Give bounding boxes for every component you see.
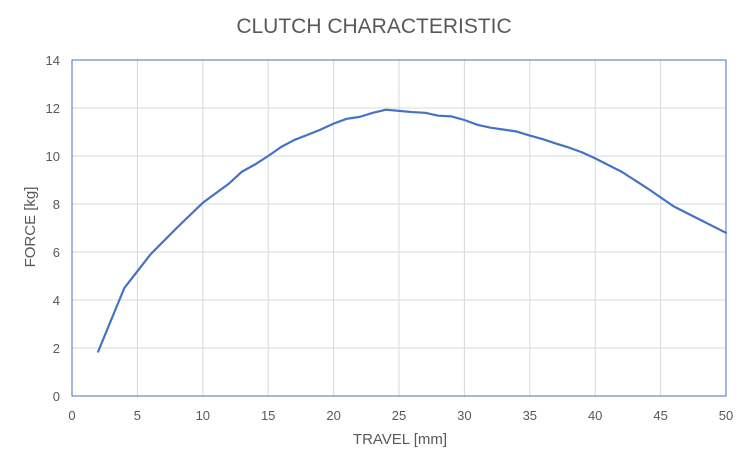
- gridlines: [71, 59, 727, 397]
- x-tick-label: 10: [196, 408, 210, 423]
- y-tick-label: 12: [46, 101, 60, 116]
- y-tick-label: 10: [46, 149, 60, 164]
- x-tick-label: 15: [261, 408, 275, 423]
- y-tick-label: 8: [53, 197, 60, 212]
- y-tick-label: 2: [53, 341, 60, 356]
- x-tick-label: 20: [326, 408, 340, 423]
- y-tick-label: 4: [53, 293, 60, 308]
- series-layer: [97, 108, 728, 353]
- x-tick-label: 5: [134, 408, 141, 423]
- series-line-0: [97, 108, 728, 353]
- x-tick-label: 50: [719, 408, 733, 423]
- x-axis-label: TRAVEL [mm]: [353, 431, 447, 448]
- x-tick-label: 0: [68, 408, 75, 423]
- y-tick-label: 0: [53, 389, 60, 404]
- x-tick-label: 45: [653, 408, 667, 423]
- y-axis-label: FORCE [kg]: [22, 187, 39, 268]
- chart-title: CLUTCH CHARACTERISTIC: [236, 15, 511, 38]
- x-axis-ticks: 0 5 10 15 20 25 30 35 40 45 50: [68, 408, 733, 423]
- x-tick-label: 35: [523, 408, 537, 423]
- y-tick-label: 6: [53, 245, 60, 260]
- y-tick-label: 14: [46, 53, 60, 68]
- y-axis-ticks: 0 2 4 6 8 10 12 14: [46, 53, 60, 404]
- x-tick-label: 40: [588, 408, 602, 423]
- x-tick-label: 25: [392, 408, 406, 423]
- plot-area-border: [71, 59, 727, 397]
- x-tick-label: 30: [457, 408, 471, 423]
